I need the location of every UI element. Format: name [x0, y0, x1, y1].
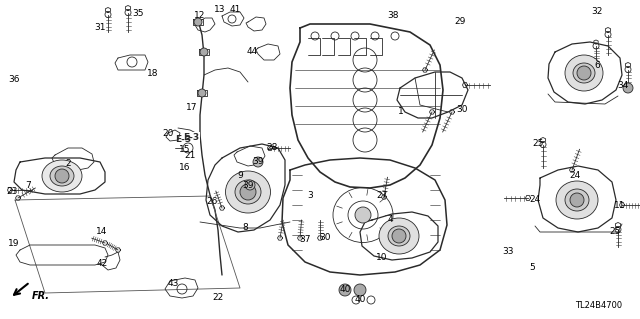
Circle shape — [200, 48, 208, 56]
Text: 11: 11 — [614, 201, 626, 210]
Ellipse shape — [388, 226, 410, 246]
Text: 16: 16 — [179, 164, 191, 173]
Text: 32: 32 — [591, 8, 603, 17]
Text: 25: 25 — [609, 227, 621, 236]
Text: 40: 40 — [355, 295, 365, 305]
Text: 33: 33 — [502, 248, 514, 256]
Text: 44: 44 — [246, 48, 258, 56]
Circle shape — [253, 157, 263, 167]
Text: 43: 43 — [167, 279, 179, 288]
Text: 40: 40 — [339, 285, 351, 293]
Text: 26: 26 — [206, 197, 218, 206]
Text: 42: 42 — [97, 258, 108, 268]
Circle shape — [354, 284, 366, 296]
Text: 8: 8 — [242, 224, 248, 233]
Circle shape — [392, 229, 406, 243]
Circle shape — [355, 207, 371, 223]
Text: 29: 29 — [454, 18, 466, 26]
Text: 18: 18 — [147, 69, 159, 78]
Text: 2: 2 — [65, 159, 71, 167]
Text: 6: 6 — [594, 61, 600, 70]
Text: 4: 4 — [387, 214, 393, 224]
Text: 35: 35 — [132, 9, 144, 18]
Ellipse shape — [565, 55, 603, 91]
Text: 5: 5 — [529, 263, 535, 272]
Text: 27: 27 — [376, 191, 388, 201]
Text: E-3: E-3 — [183, 133, 199, 142]
Text: 21: 21 — [184, 151, 196, 160]
Ellipse shape — [225, 171, 271, 213]
Text: E-3: E-3 — [175, 136, 191, 145]
Text: FR.: FR. — [32, 291, 50, 301]
Ellipse shape — [235, 180, 261, 204]
Text: 15: 15 — [179, 145, 191, 154]
Text: 20: 20 — [163, 129, 173, 137]
Text: 39: 39 — [252, 158, 264, 167]
Text: 36: 36 — [8, 76, 20, 85]
Text: 19: 19 — [8, 240, 20, 249]
Text: 30: 30 — [319, 234, 331, 242]
Text: 28: 28 — [266, 144, 278, 152]
Text: 7: 7 — [25, 181, 31, 189]
Text: 24: 24 — [529, 196, 541, 204]
Ellipse shape — [379, 218, 419, 254]
Text: 31: 31 — [94, 24, 106, 33]
Text: TL24B4700: TL24B4700 — [575, 301, 622, 310]
Circle shape — [240, 184, 256, 200]
Text: 30: 30 — [456, 106, 468, 115]
Text: 3: 3 — [307, 190, 313, 199]
Ellipse shape — [50, 166, 74, 186]
Circle shape — [194, 18, 202, 26]
Circle shape — [570, 193, 584, 207]
Text: 12: 12 — [195, 11, 205, 20]
Circle shape — [339, 284, 351, 296]
Ellipse shape — [565, 189, 589, 211]
Circle shape — [198, 89, 206, 97]
Text: 22: 22 — [212, 293, 223, 301]
Text: 17: 17 — [186, 103, 198, 113]
Text: 39: 39 — [243, 181, 253, 189]
Text: 14: 14 — [96, 227, 108, 236]
Text: 34: 34 — [618, 81, 628, 91]
Text: 1: 1 — [398, 108, 404, 116]
Ellipse shape — [573, 63, 595, 83]
Text: 10: 10 — [376, 254, 388, 263]
Circle shape — [577, 66, 591, 80]
Text: 23: 23 — [6, 188, 18, 197]
Text: 9: 9 — [237, 170, 243, 180]
Ellipse shape — [42, 160, 82, 192]
Text: 37: 37 — [300, 235, 311, 244]
Text: 38: 38 — [387, 11, 399, 19]
Circle shape — [55, 169, 69, 183]
Text: 41: 41 — [229, 5, 241, 14]
Text: 24: 24 — [570, 170, 580, 180]
Text: 25: 25 — [532, 138, 544, 147]
Ellipse shape — [556, 181, 598, 219]
Text: 13: 13 — [214, 5, 226, 14]
Circle shape — [245, 180, 255, 190]
Circle shape — [623, 83, 633, 93]
